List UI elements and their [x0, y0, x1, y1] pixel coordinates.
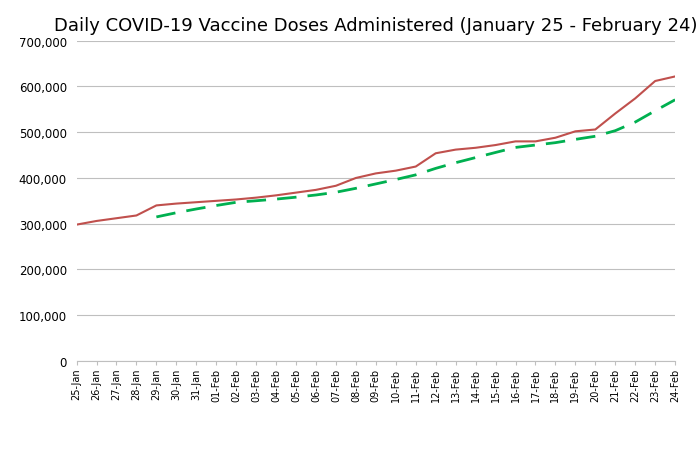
Title: Daily COVID-19 Vaccine Doses Administered (January 25 - February 24): Daily COVID-19 Vaccine Doses Administere… — [54, 17, 696, 35]
